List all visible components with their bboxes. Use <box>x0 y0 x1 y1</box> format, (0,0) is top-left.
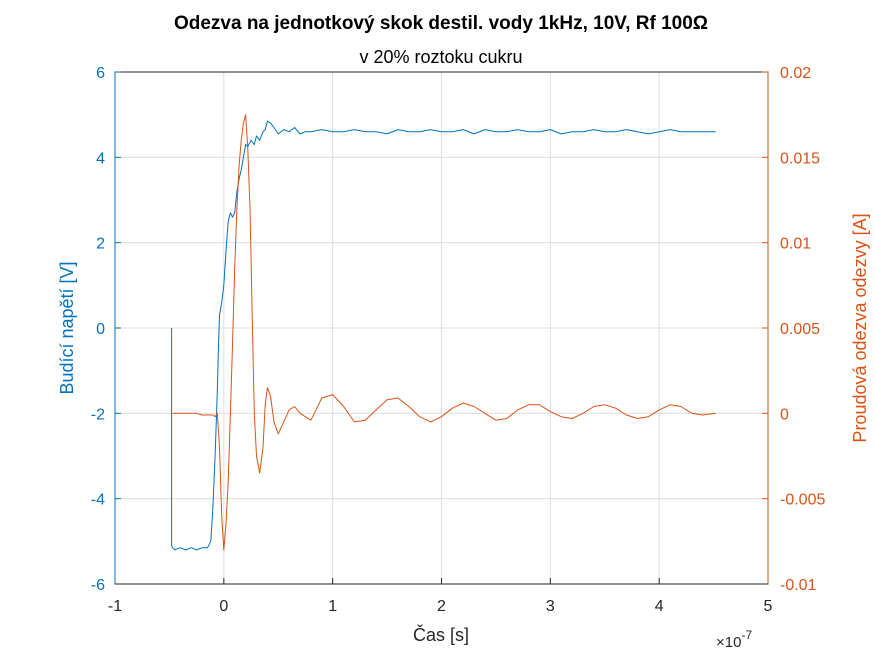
chart-title: Odezva na jednotkový skok destil. vody 1… <box>174 13 708 34</box>
chart-subtitle: v 20% roztoku cukru <box>359 47 522 67</box>
y-right-tick-label: 0.005 <box>780 321 820 338</box>
y-left-tick-label: -4 <box>91 492 105 509</box>
x-tick-label: 0 <box>219 598 228 615</box>
y-left-tick-label: 0 <box>96 321 105 338</box>
y-right-tick-label: 0.01 <box>780 236 811 253</box>
y-right-tick-label: -0.005 <box>780 492 825 509</box>
y-left-tick-label: 4 <box>96 150 105 167</box>
y-right-tick-label: 0.015 <box>780 150 820 167</box>
ticks-layer: -1 0 1 2 3 4 5 -6 -4 -2 0 2 4 6 -0.01 -0.005 0 0.005 0.01 0… <box>91 65 826 615</box>
y-right-tick-label: 0 <box>780 406 789 423</box>
y-right-tick-label: 0.02 <box>780 65 811 82</box>
x-axis-label: Čas [s] <box>413 624 469 645</box>
x-tick-label: 4 <box>655 598 664 615</box>
x-tick-label: 5 <box>764 598 773 615</box>
series-line-voltage <box>171 120 716 551</box>
series-line-current <box>172 114 716 551</box>
y-right-tick-label: -0.01 <box>780 577 817 594</box>
y-left-tick-label: 6 <box>96 65 105 82</box>
x-tick-label: 1 <box>328 598 337 615</box>
y-left-tick-label: -6 <box>91 577 105 594</box>
series-layer <box>171 114 716 551</box>
x-axis-exponent: ×10-7 <box>716 628 752 651</box>
x-tick-label: 2 <box>437 598 446 615</box>
x-tick-label: -1 <box>108 598 122 615</box>
y-axis-label-right: Proudová odezva odezvy [A] <box>850 213 870 442</box>
y-left-tick-label: -2 <box>91 406 105 423</box>
y-axis-label-left: Budící napětí [V] <box>57 261 77 394</box>
x-tick-label: 3 <box>546 598 555 615</box>
y-left-tick-label: 2 <box>96 236 105 253</box>
